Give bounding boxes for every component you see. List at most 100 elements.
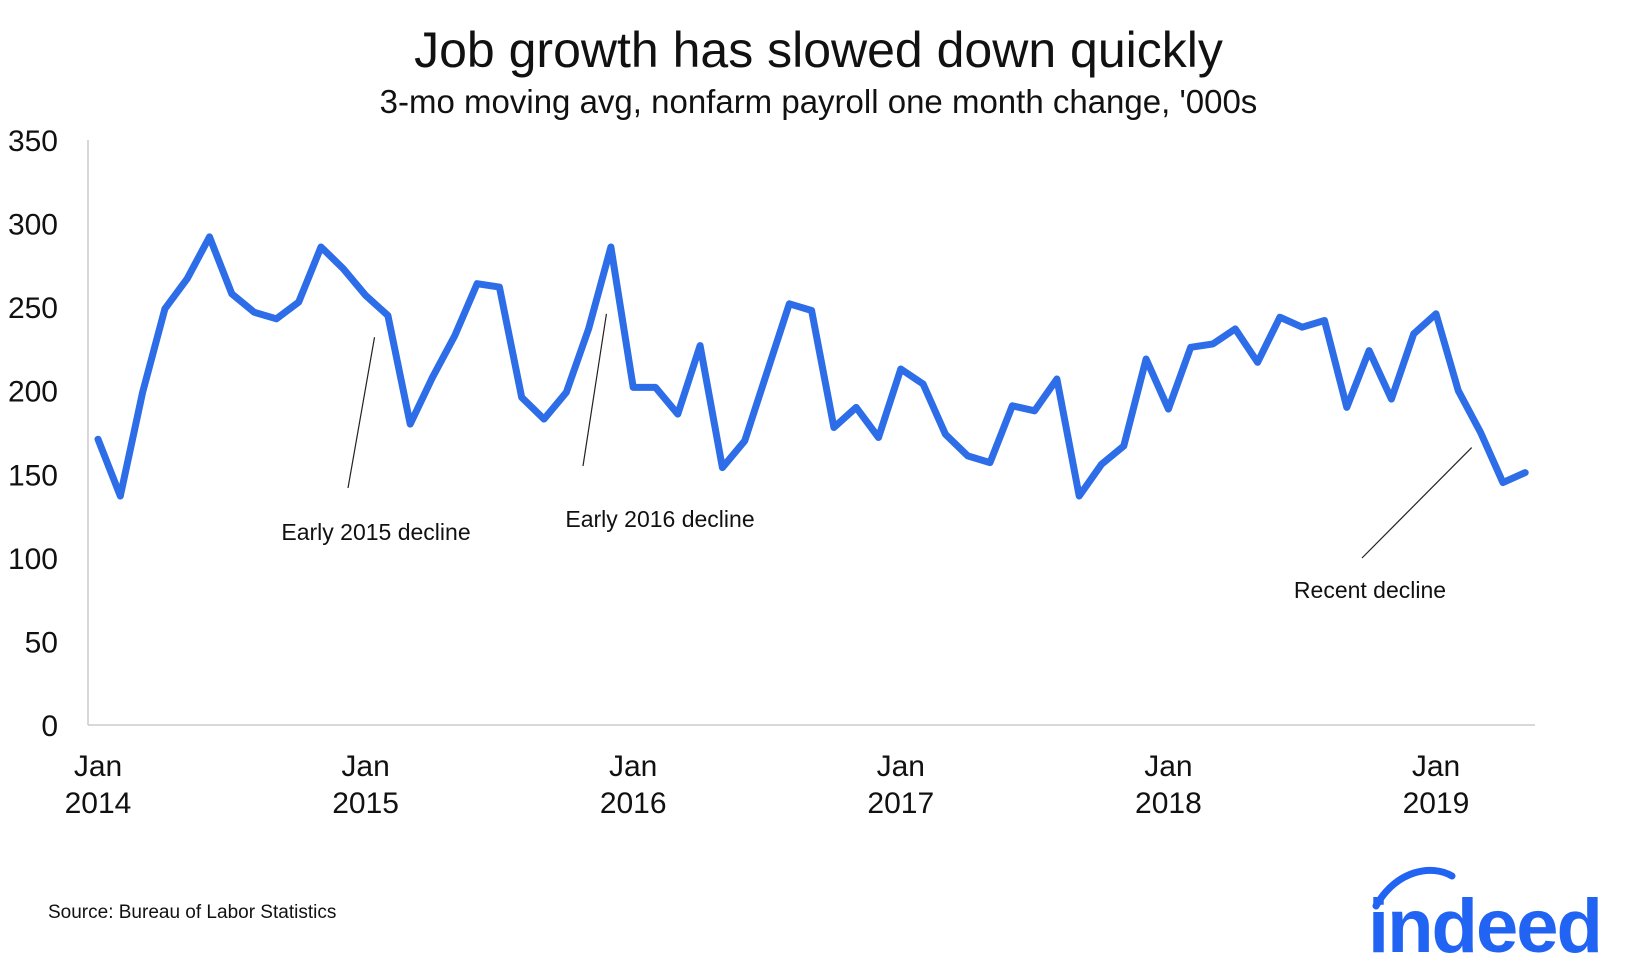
data-point xyxy=(766,371,768,373)
data-point xyxy=(721,467,723,469)
data-point xyxy=(1435,313,1437,315)
data-point xyxy=(1123,445,1125,447)
x-tick-label-year: 2014 xyxy=(65,787,132,820)
data-point xyxy=(855,406,857,408)
y-tick-label: 0 xyxy=(41,710,58,743)
data-point xyxy=(1056,378,1058,380)
annotation-label: Early 2016 decline xyxy=(565,506,754,532)
data-point xyxy=(476,283,478,285)
series-group xyxy=(94,233,1529,500)
annotation-leader xyxy=(582,313,608,467)
annotations-group: Early 2015 decline Early 2016 decline Rece… xyxy=(281,313,1473,603)
x-tick-label-year: 2016 xyxy=(600,787,667,820)
logo-arc xyxy=(1372,866,1456,910)
data-point xyxy=(142,391,144,393)
data-point xyxy=(944,433,946,435)
y-tick-label: 300 xyxy=(8,209,58,242)
annotation-label: Recent decline xyxy=(1294,577,1446,603)
data-point xyxy=(989,462,991,464)
data-point xyxy=(119,495,121,497)
data-point xyxy=(878,437,879,438)
data-point xyxy=(610,246,612,248)
data-point xyxy=(275,318,277,320)
data-point xyxy=(186,278,188,280)
data-point xyxy=(1480,432,1482,433)
x-tick-label-month: Jan xyxy=(74,750,122,783)
y-tick-label: 200 xyxy=(8,376,58,409)
x-tick-label-year: 2015 xyxy=(332,787,399,820)
annotation-leader xyxy=(347,337,376,489)
data-point xyxy=(1234,328,1236,330)
data-point xyxy=(655,386,656,388)
data-point xyxy=(588,328,590,330)
data-point xyxy=(253,311,255,313)
data-point xyxy=(922,383,924,385)
indeed-logo: indeed xyxy=(1368,866,1603,962)
source-note: Source: Bureau of Labor Statistics xyxy=(48,902,337,923)
data-point xyxy=(1346,406,1348,408)
x-tick-label-month: Jan xyxy=(877,750,925,783)
data-point xyxy=(677,413,679,415)
data-point xyxy=(342,268,344,270)
data-point xyxy=(1257,361,1259,363)
y-tick-label: 150 xyxy=(8,459,58,492)
y-tick-label: 50 xyxy=(25,626,58,659)
data-point xyxy=(231,293,233,295)
data-point xyxy=(1190,346,1192,348)
data-point xyxy=(164,308,166,310)
data-point xyxy=(1011,405,1013,407)
data-point xyxy=(498,286,500,288)
annotation-leader xyxy=(1361,447,1473,559)
y-tick-label: 250 xyxy=(8,292,58,325)
data-point xyxy=(1324,320,1325,321)
y-axis-ticks: 0 50 100 150 200 250 300 350 xyxy=(8,125,58,743)
y-tick-label: 100 xyxy=(8,543,58,576)
data-point xyxy=(1034,410,1036,412)
data-point xyxy=(1502,482,1504,484)
data-point xyxy=(565,391,567,393)
data-point xyxy=(1145,358,1147,360)
data-point xyxy=(543,418,545,420)
logo-wordmark: indeed xyxy=(1368,884,1601,962)
data-point xyxy=(365,294,367,296)
chart-subtitle: 3-mo moving avg, nonfarm payroll one mon… xyxy=(379,83,1258,120)
data-point xyxy=(1279,316,1281,318)
data-point xyxy=(454,335,456,337)
x-tick-label-year: 2018 xyxy=(1135,787,1202,820)
y-tick-label: 350 xyxy=(8,125,58,158)
data-point xyxy=(97,438,99,440)
x-tick-label-year: 2019 xyxy=(1403,787,1470,820)
x-tick-label-month: Jan xyxy=(1412,750,1460,783)
data-point xyxy=(409,423,411,425)
data-point xyxy=(632,386,634,388)
data-point xyxy=(1457,390,1459,392)
data-point xyxy=(1368,350,1370,352)
x-tick-label-month: Jan xyxy=(341,750,389,783)
data-point xyxy=(1167,408,1169,410)
data-point xyxy=(387,315,389,316)
data-point xyxy=(744,440,746,442)
data-point xyxy=(788,303,790,305)
x-tick-label-year: 2017 xyxy=(867,787,934,820)
chart-title: Job growth has slowed down quickly xyxy=(414,22,1223,78)
x-axis-ticks: Jan 2014 Jan 2015 Jan 2016 Jan 2017 Jan 2018 Jan 20… xyxy=(65,750,1470,820)
data-point xyxy=(298,301,300,303)
data-point xyxy=(699,345,701,347)
x-tick-label-month: Jan xyxy=(609,750,657,783)
data-point xyxy=(521,396,523,398)
data-point xyxy=(1212,343,1214,345)
data-point xyxy=(1301,326,1303,328)
chart-axes xyxy=(87,140,1535,726)
annotation-label: Early 2015 decline xyxy=(281,519,470,545)
data-point xyxy=(1390,398,1392,400)
data-point xyxy=(811,310,813,311)
series-line-0 xyxy=(94,233,1529,500)
data-point xyxy=(1413,333,1415,335)
data-point xyxy=(1078,495,1080,497)
data-point xyxy=(320,246,322,248)
data-point xyxy=(900,368,902,370)
data-point xyxy=(209,236,210,238)
data-point xyxy=(1524,472,1526,474)
x-tick-label-month: Jan xyxy=(1144,750,1192,783)
